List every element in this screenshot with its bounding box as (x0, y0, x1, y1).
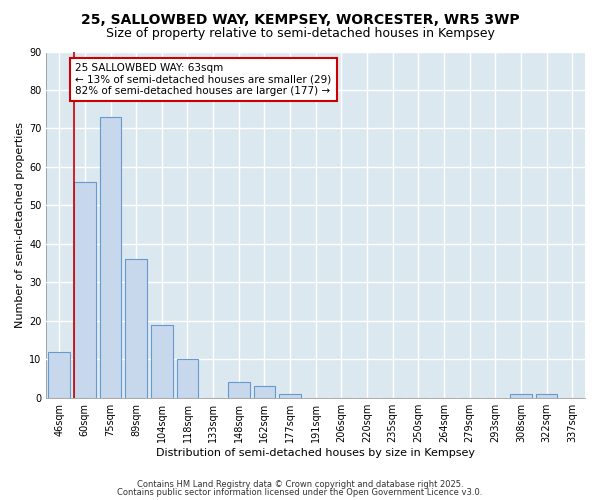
Y-axis label: Number of semi-detached properties: Number of semi-detached properties (15, 122, 25, 328)
Bar (279, 394, 301, 398)
Bar (151, 324, 173, 398)
Bar (228, 382, 250, 398)
Bar (176, 359, 199, 398)
Bar (254, 386, 275, 398)
Bar (74, 182, 96, 398)
Bar (536, 394, 557, 398)
X-axis label: Distribution of semi-detached houses by size in Kempsey: Distribution of semi-detached houses by … (156, 448, 475, 458)
Text: 25 SALLOWBED WAY: 63sqm
← 13% of semi-detached houses are smaller (29)
82% of se: 25 SALLOWBED WAY: 63sqm ← 13% of semi-de… (75, 63, 332, 96)
Bar (49, 352, 70, 398)
Text: Contains public sector information licensed under the Open Government Licence v3: Contains public sector information licen… (118, 488, 482, 497)
Bar (100, 117, 121, 398)
Bar (125, 259, 147, 398)
Text: Contains HM Land Registry data © Crown copyright and database right 2025.: Contains HM Land Registry data © Crown c… (137, 480, 463, 489)
Text: 25, SALLOWBED WAY, KEMPSEY, WORCESTER, WR5 3WP: 25, SALLOWBED WAY, KEMPSEY, WORCESTER, W… (80, 12, 520, 26)
Text: Size of property relative to semi-detached houses in Kempsey: Size of property relative to semi-detach… (106, 28, 494, 40)
Bar (510, 394, 532, 398)
